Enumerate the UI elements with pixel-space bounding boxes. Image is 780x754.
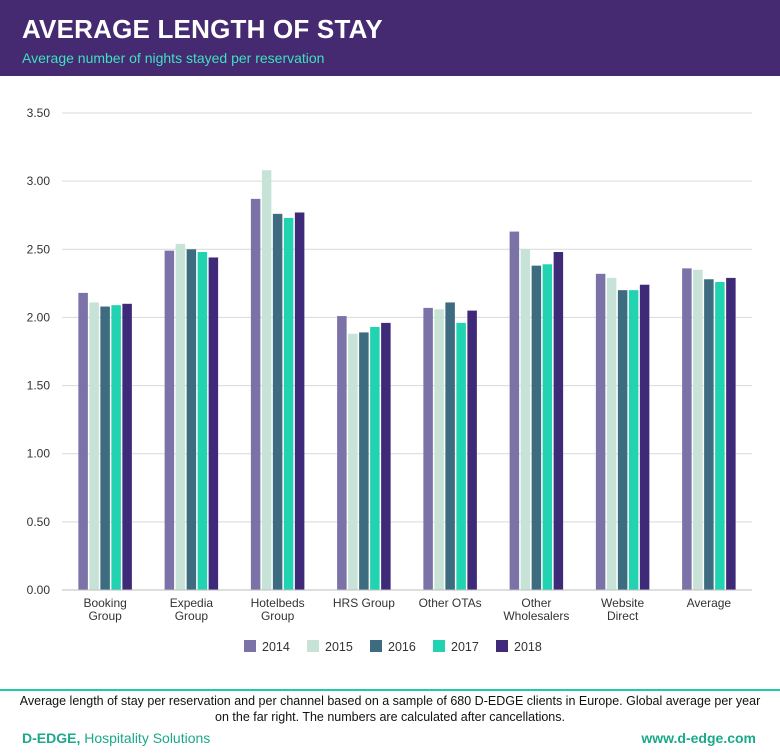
bar-2014 [337, 316, 347, 590]
x-tick-label: Average [687, 596, 732, 610]
bar-2016 [445, 302, 455, 590]
brand-name: D-EDGE, [22, 730, 81, 746]
bar-2014 [595, 273, 606, 590]
bar-2017 [283, 217, 294, 590]
website-link[interactable]: www.d-edge.com [641, 730, 756, 746]
footer-caption: Average length of stay per reservation a… [19, 694, 761, 724]
y-tick-label: 0.50 [27, 515, 51, 529]
bar-2015 [89, 302, 99, 590]
legend-label-2014: 2014 [262, 640, 290, 654]
bar-2017 [628, 290, 639, 590]
x-tick-label: Group [88, 609, 122, 623]
bar-2015 [434, 309, 444, 590]
x-tick-label: Website [601, 596, 644, 610]
bar-chart: 0.000.501.001.502.002.503.003.50BookingG… [27, 106, 752, 654]
bar-2015 [261, 170, 272, 591]
x-tick-label: Other OTAs [419, 596, 482, 610]
legend-swatch-2018 [496, 640, 508, 652]
bar-2017 [715, 281, 725, 590]
legend-label-2015: 2015 [325, 640, 353, 654]
bar-2014 [164, 250, 175, 591]
x-tick-label: HRS Group [333, 596, 395, 610]
bar-2014 [682, 268, 692, 590]
legend-swatch-2014 [244, 640, 256, 652]
y-tick-label: 3.00 [27, 174, 51, 188]
bar-2018 [726, 277, 736, 590]
chart-subtitle: Average number of nights stayed per rese… [22, 50, 325, 66]
x-tick-label: Direct [607, 609, 639, 623]
bar-2016 [617, 290, 628, 590]
x-tick-label: Wholesalers [503, 609, 569, 623]
footer-divider [0, 689, 780, 691]
bar-2018 [639, 284, 650, 590]
chart-title: AVERAGE LENGTH OF STAY [22, 14, 383, 44]
brand-line: D-EDGE, Hospitality Solutions [22, 730, 210, 746]
legend-label-2018: 2018 [514, 640, 542, 654]
header-banner: AVERAGE LENGTH OF STAY Average number of… [0, 0, 780, 76]
y-tick-label: 1.50 [27, 379, 51, 393]
x-tick-label: Group [261, 609, 295, 623]
bar-2017 [456, 322, 466, 590]
x-tick-label: Group [175, 609, 209, 623]
bar-2014 [423, 307, 433, 590]
bar-2015 [606, 277, 617, 590]
legend-swatch-2016 [370, 640, 382, 652]
y-tick-label: 2.00 [27, 310, 51, 324]
y-tick-label: 2.50 [27, 242, 51, 256]
bar-2014 [78, 292, 88, 590]
y-tick-label: 0.00 [27, 583, 51, 597]
x-tick-label: Expedia [170, 596, 214, 610]
bar-2016 [186, 249, 197, 591]
legend-swatch-2017 [433, 640, 445, 652]
x-tick-label: Hotelbeds [251, 596, 305, 610]
legend-swatch-2015 [307, 640, 319, 652]
bar-2016 [704, 279, 714, 590]
bar-2016 [272, 213, 283, 590]
bar-2016 [531, 265, 542, 590]
y-tick-label: 3.50 [27, 106, 51, 120]
x-tick-label: Booking [83, 596, 126, 610]
x-tick-label: Other [521, 596, 551, 610]
bar-2017 [370, 326, 380, 590]
y-tick-label: 1.00 [27, 447, 51, 461]
bar-2018 [467, 310, 477, 590]
bar-2014 [509, 231, 520, 590]
legend-label-2016: 2016 [388, 640, 416, 654]
bar-2018 [122, 303, 132, 590]
legend-label-2017: 2017 [451, 640, 479, 654]
bar-2015 [175, 243, 186, 590]
bar-2017 [197, 252, 208, 591]
bar-2016 [359, 332, 369, 590]
bar-2015 [348, 333, 358, 590]
bar-2018 [208, 257, 219, 590]
bar-2018 [294, 212, 305, 590]
bar-2015 [693, 269, 703, 590]
bar-2018 [381, 322, 391, 590]
brand-tagline: Hospitality Solutions [80, 730, 211, 746]
bar-2017 [111, 305, 121, 590]
bar-2018 [553, 252, 564, 591]
bar-2017 [542, 264, 553, 590]
bar-2014 [250, 198, 261, 591]
bar-2016 [100, 306, 110, 590]
bar-2015 [520, 249, 531, 591]
